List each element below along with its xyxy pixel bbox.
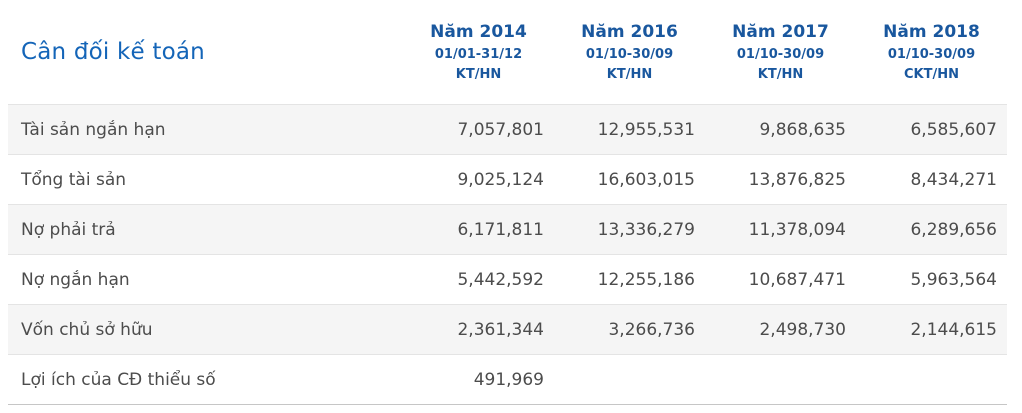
table-row-loi-ich-cd-thieu-so: Lợi ích của CĐ thiểu số 491,969 xyxy=(8,354,1007,404)
year-label: Năm 2017 xyxy=(732,21,829,42)
report-header: Cân đối kế toán Năm 2014 01/01-31/12 KT/… xyxy=(8,0,1007,104)
cell-value: 11,378,094 xyxy=(748,219,846,240)
table-row-tong-tai-san: Tổng tài sản 9,025,124 16,603,015 13,876… xyxy=(8,154,1007,204)
year-label: Năm 2014 xyxy=(430,21,527,42)
cell-value: 2,498,730 xyxy=(759,319,846,340)
basis-label: KT/HN xyxy=(606,66,653,82)
cell-value: 12,255,186 xyxy=(597,269,695,290)
cell-value: 6,289,656 xyxy=(910,219,997,240)
column-header-2018: Năm 2018 01/10-30/09 CKT/HN xyxy=(856,21,1007,82)
cell-value: 9,868,635 xyxy=(759,119,846,140)
cell-value: 9,025,124 xyxy=(457,169,544,190)
cell-value: 13,336,279 xyxy=(597,219,695,240)
column-header-2017: Năm 2017 01/10-30/09 KT/HN xyxy=(705,21,856,82)
cell-value: 13,876,825 xyxy=(748,169,846,190)
year-label: Năm 2016 xyxy=(581,21,678,42)
row-label: Nợ phải trả xyxy=(21,219,116,240)
row-label: Lợi ích của CĐ thiểu số xyxy=(21,369,216,390)
row-label: Nợ ngắn hạn xyxy=(21,269,130,290)
table-row-no-phai-tra: Nợ phải trả 6,171,811 13,336,279 11,378,… xyxy=(8,204,1007,254)
table-row-von-chu-so-huu: Vốn chủ sở hữu 2,361,344 3,266,736 2,498… xyxy=(8,304,1007,354)
year-label: Năm 2018 xyxy=(883,21,980,42)
cell-value: 6,171,811 xyxy=(457,219,544,240)
cell-value: 5,442,592 xyxy=(457,269,544,290)
cell-value: 5,963,564 xyxy=(910,269,997,290)
cell-value: 2,361,344 xyxy=(457,319,544,340)
period-label: 01/10-30/09 xyxy=(585,46,674,62)
row-label: Tài sản ngắn hạn xyxy=(21,119,166,140)
period-label: 01/01-31/12 xyxy=(434,46,523,62)
cell-value: 12,955,531 xyxy=(597,119,695,140)
cell-value: 3,266,736 xyxy=(608,319,695,340)
basis-label: KT/HN xyxy=(757,66,804,82)
page-title: Cân đối kế toán xyxy=(21,39,205,65)
table-row-tai-san-ngan-han: Tài sản ngắn hạn 7,057,801 12,955,531 9,… xyxy=(8,104,1007,154)
balance-table: Tài sản ngắn hạn 7,057,801 12,955,531 9,… xyxy=(8,104,1007,405)
column-header-2016: Năm 2016 01/10-30/09 KT/HN xyxy=(554,21,705,82)
cell-value: 7,057,801 xyxy=(457,119,544,140)
row-label: Vốn chủ sở hữu xyxy=(21,319,153,340)
cell-value: 6,585,607 xyxy=(910,119,997,140)
basis-label: KT/HN xyxy=(455,66,502,82)
period-label: 01/10-30/09 xyxy=(887,46,976,62)
basis-label: CKT/HN xyxy=(904,66,959,82)
cell-value: 2,144,615 xyxy=(910,319,997,340)
table-row-no-ngan-han: Nợ ngắn hạn 5,442,592 12,255,186 10,687,… xyxy=(8,254,1007,304)
period-label: 01/10-30/09 xyxy=(736,46,825,62)
cell-value: 10,687,471 xyxy=(748,269,846,290)
column-header-2014: Năm 2014 01/01-31/12 KT/HN xyxy=(403,21,554,82)
cell-value: 8,434,271 xyxy=(910,169,997,190)
row-label: Tổng tài sản xyxy=(21,169,127,190)
cell-value: 491,969 xyxy=(473,369,544,390)
cell-value: 16,603,015 xyxy=(597,169,695,190)
